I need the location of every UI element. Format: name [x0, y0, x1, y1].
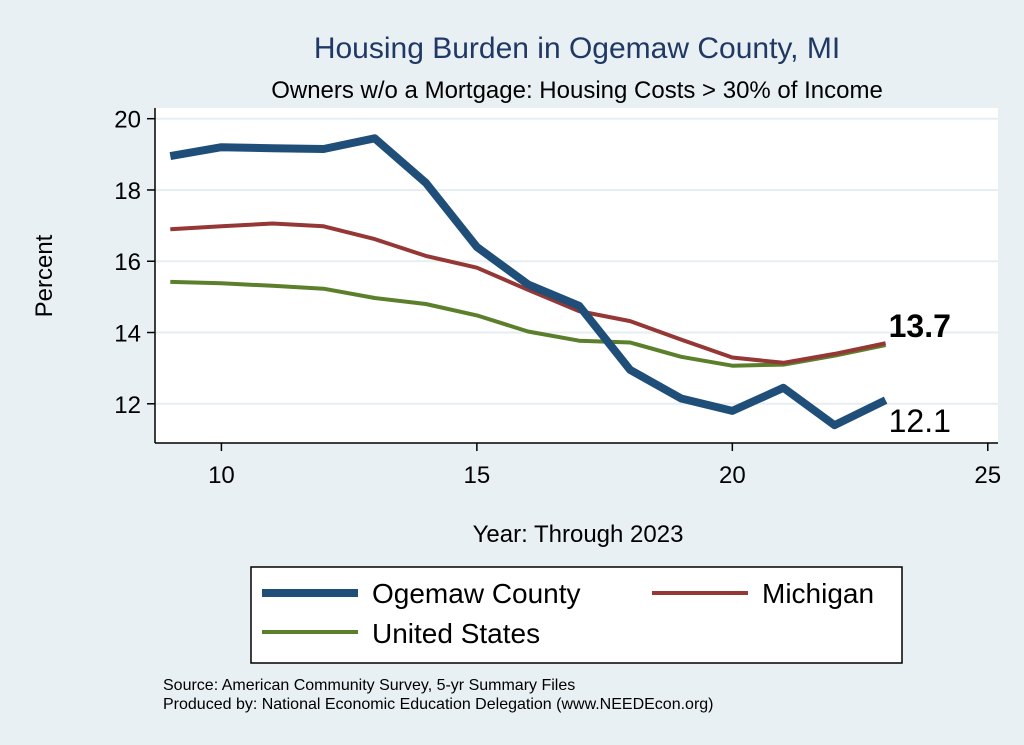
- end-label: 12.1: [889, 403, 951, 439]
- x-tick-label: 15: [464, 462, 491, 489]
- y-tick-label: 20: [114, 107, 141, 134]
- series: [169, 134, 888, 430]
- legend-items: Ogemaw County Michigan United States: [262, 578, 874, 649]
- legend-label-michigan: Michigan: [762, 578, 874, 609]
- x-axis-title: Year: Through 2023: [473, 521, 684, 548]
- y-tick-label: 12: [114, 392, 141, 419]
- y-tick-label: 16: [114, 249, 141, 276]
- x-tick-label: 25: [974, 462, 1001, 489]
- legend-box: [250, 566, 903, 664]
- series-line-ogemaw-county: [169, 134, 888, 430]
- chart-title: Housing Burden in Ogemaw County, MI: [314, 32, 840, 65]
- y-axis-title: Percent: [31, 234, 58, 317]
- source-line: Produced by: National Economic Education…: [163, 696, 714, 713]
- chart-subtitle: Owners w/o a Mortgage: Housing Costs > 3…: [271, 77, 883, 104]
- legend: Ogemaw County Michigan United States: [250, 566, 903, 664]
- source-notes: Source: American Community Survey, 5-yr …: [163, 677, 714, 713]
- series-line-michigan: [170, 221, 887, 365]
- plot-area: [155, 108, 998, 443]
- axes: 12 14 16 18 20 10 15 20 25: [114, 107, 1001, 489]
- legend-label-ogemaw-county: Ogemaw County: [372, 578, 581, 609]
- end-label: 13.7: [889, 308, 951, 344]
- legend-label-united-states: United States: [372, 618, 540, 649]
- end-labels: 13.7 12.1: [889, 308, 951, 439]
- y-tick-label: 14: [114, 321, 141, 348]
- grid: [155, 117, 998, 405]
- x-tick-label: 10: [208, 462, 235, 489]
- y-tick-label: 18: [114, 178, 141, 205]
- x-tick-label: 20: [719, 462, 746, 489]
- source-line: Source: American Community Survey, 5-yr …: [163, 677, 575, 694]
- series-line-united-states: [170, 279, 887, 368]
